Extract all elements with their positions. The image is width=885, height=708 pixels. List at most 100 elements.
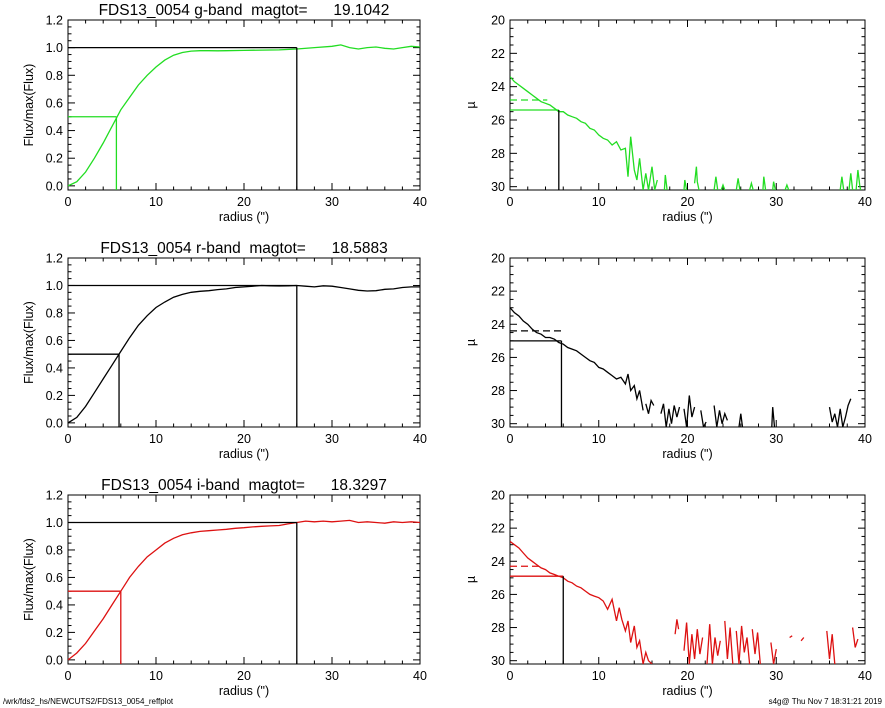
profile-segment bbox=[693, 166, 700, 190]
y-tick-label: 30 bbox=[491, 180, 505, 194]
profile-segment bbox=[674, 619, 680, 635]
profile-segment bbox=[839, 176, 845, 190]
profile-segment bbox=[724, 620, 734, 664]
profile-line bbox=[68, 44, 420, 187]
x-tick-label: 0 bbox=[65, 669, 72, 683]
profile-segment bbox=[770, 642, 777, 664]
profile-segment bbox=[645, 398, 655, 414]
y-tick-label: 0.2 bbox=[46, 626, 63, 640]
profile-segment bbox=[683, 622, 704, 664]
y-tick-label: 30 bbox=[491, 654, 505, 668]
chart-panel-1: 0 10 20 30 40 0.0 0.2 0.4 0.6 0.8 1.0 1.2 radius (")… bbox=[22, 2, 427, 224]
y-tick-label: 24 bbox=[491, 318, 505, 332]
y-tick-label: 0.0 bbox=[46, 179, 63, 193]
profile-segment bbox=[738, 413, 744, 427]
profile-segment bbox=[660, 403, 681, 427]
x-tick-label: 40 bbox=[858, 195, 872, 209]
plot-frame bbox=[67, 257, 421, 428]
x-tick-label: 20 bbox=[237, 432, 251, 446]
profile-segment bbox=[828, 398, 852, 427]
profile-line bbox=[68, 519, 420, 661]
profile-segment bbox=[683, 395, 696, 427]
y-tick-label: 26 bbox=[491, 114, 505, 128]
chart-title: FDS13_0054 i-band magtot= 18.3297 bbox=[101, 477, 387, 494]
y-tick-label: 20 bbox=[491, 252, 505, 266]
y-tick-label: 0.0 bbox=[46, 653, 63, 667]
x-tick-label: 40 bbox=[858, 432, 872, 446]
y-tick-label: 0.8 bbox=[46, 69, 63, 83]
y-axis-label: Flux/max(Flux) bbox=[22, 538, 36, 621]
x-tick-label: 0 bbox=[507, 432, 514, 446]
plot-frame bbox=[509, 19, 866, 191]
chart-panel-2: 0 10 20 30 40 20 22 24 26 28 30 radius (") µ bbox=[464, 14, 872, 225]
profile-segment bbox=[784, 183, 790, 190]
x-tick-label: 40 bbox=[413, 432, 427, 446]
profile-segment bbox=[735, 178, 741, 190]
profile-segment bbox=[720, 183, 726, 190]
y-tick-label: 28 bbox=[491, 384, 505, 398]
y-tick-label: 0.2 bbox=[46, 389, 63, 403]
profile-segment bbox=[848, 173, 854, 190]
chart-panel-3: 0 10 20 30 40 0.0 0.2 0.4 0.6 0.8 1.0 1.2 radius (")… bbox=[22, 240, 427, 461]
plot-frame bbox=[67, 19, 421, 191]
chart-panel-5: 0 10 20 30 40 0.0 0.2 0.4 0.6 0.8 1.0 1.2 radius (")… bbox=[22, 477, 427, 698]
x-tick-label: 20 bbox=[681, 195, 695, 209]
y-tick-label: 0.0 bbox=[46, 416, 63, 430]
x-tick-label: 40 bbox=[413, 669, 427, 683]
profile-segment bbox=[855, 169, 862, 190]
y-tick-label: 0.6 bbox=[46, 334, 63, 348]
x-tick-label: 40 bbox=[413, 195, 427, 209]
x-tick-label: 20 bbox=[681, 432, 695, 446]
y-tick-label: 26 bbox=[491, 588, 505, 602]
x-tick-label: 30 bbox=[325, 669, 339, 683]
x-tick-label: 30 bbox=[325, 195, 339, 209]
plot-data bbox=[68, 44, 420, 187]
y-tick-label: 22 bbox=[491, 47, 505, 61]
y-tick-label: 20 bbox=[491, 14, 505, 28]
profile-segment bbox=[851, 627, 859, 648]
y-tick-label: 28 bbox=[491, 621, 505, 635]
footer-timestamp: s4g@ Thu Nov 7 18:31:21 2019 bbox=[768, 697, 882, 706]
x-tick-label: 10 bbox=[592, 432, 606, 446]
y-axis-label: µ bbox=[464, 576, 478, 583]
profile-segment bbox=[735, 625, 751, 664]
chart-title: FDS13_0054 g-band magtot= 19.1042 bbox=[99, 2, 390, 19]
profile-segment bbox=[762, 176, 767, 190]
plot-frame bbox=[509, 257, 866, 428]
y-tick-label: 0.6 bbox=[46, 96, 63, 110]
x-axis-label: radius (") bbox=[219, 210, 269, 224]
y-tick-label: 28 bbox=[491, 147, 505, 161]
chart-panel-6: 0 10 20 30 40 20 22 24 26 28 30 radius (") µ bbox=[464, 489, 872, 699]
y-axis-label: µ bbox=[464, 101, 478, 108]
y-tick-label: 20 bbox=[491, 489, 505, 503]
y-tick-label: 22 bbox=[491, 285, 505, 299]
x-axis-label: radius (") bbox=[662, 684, 712, 698]
x-axis-label: radius (") bbox=[219, 447, 269, 461]
y-tick-label: 0.2 bbox=[46, 152, 63, 166]
x-tick-label: 20 bbox=[681, 669, 695, 683]
plot-data bbox=[68, 519, 420, 661]
y-axis-label: µ bbox=[464, 339, 478, 346]
x-tick-label: 30 bbox=[769, 432, 783, 446]
y-tick-label: 0.4 bbox=[46, 598, 63, 612]
x-tick-label: 0 bbox=[65, 195, 72, 209]
profile-segment bbox=[748, 180, 754, 190]
profile-segment bbox=[771, 407, 776, 427]
profile-segment bbox=[789, 635, 793, 639]
x-tick-label: 10 bbox=[592, 669, 606, 683]
x-tick-label: 30 bbox=[769, 669, 783, 683]
plot-data bbox=[68, 284, 420, 424]
x-tick-label: 10 bbox=[149, 195, 163, 209]
y-axis-label: Flux/max(Flux) bbox=[22, 64, 36, 147]
y-axis-label: Flux/max(Flux) bbox=[22, 301, 36, 384]
profile-segment bbox=[663, 174, 668, 190]
y-tick-label: 0.8 bbox=[46, 306, 63, 320]
profile-segment bbox=[800, 637, 805, 642]
x-tick-label: 20 bbox=[237, 669, 251, 683]
profile-segment bbox=[700, 410, 707, 427]
plot-data bbox=[510, 307, 852, 427]
x-tick-label: 30 bbox=[325, 432, 339, 446]
y-tick-label: 1.0 bbox=[46, 516, 63, 530]
profile-segment bbox=[683, 179, 688, 190]
